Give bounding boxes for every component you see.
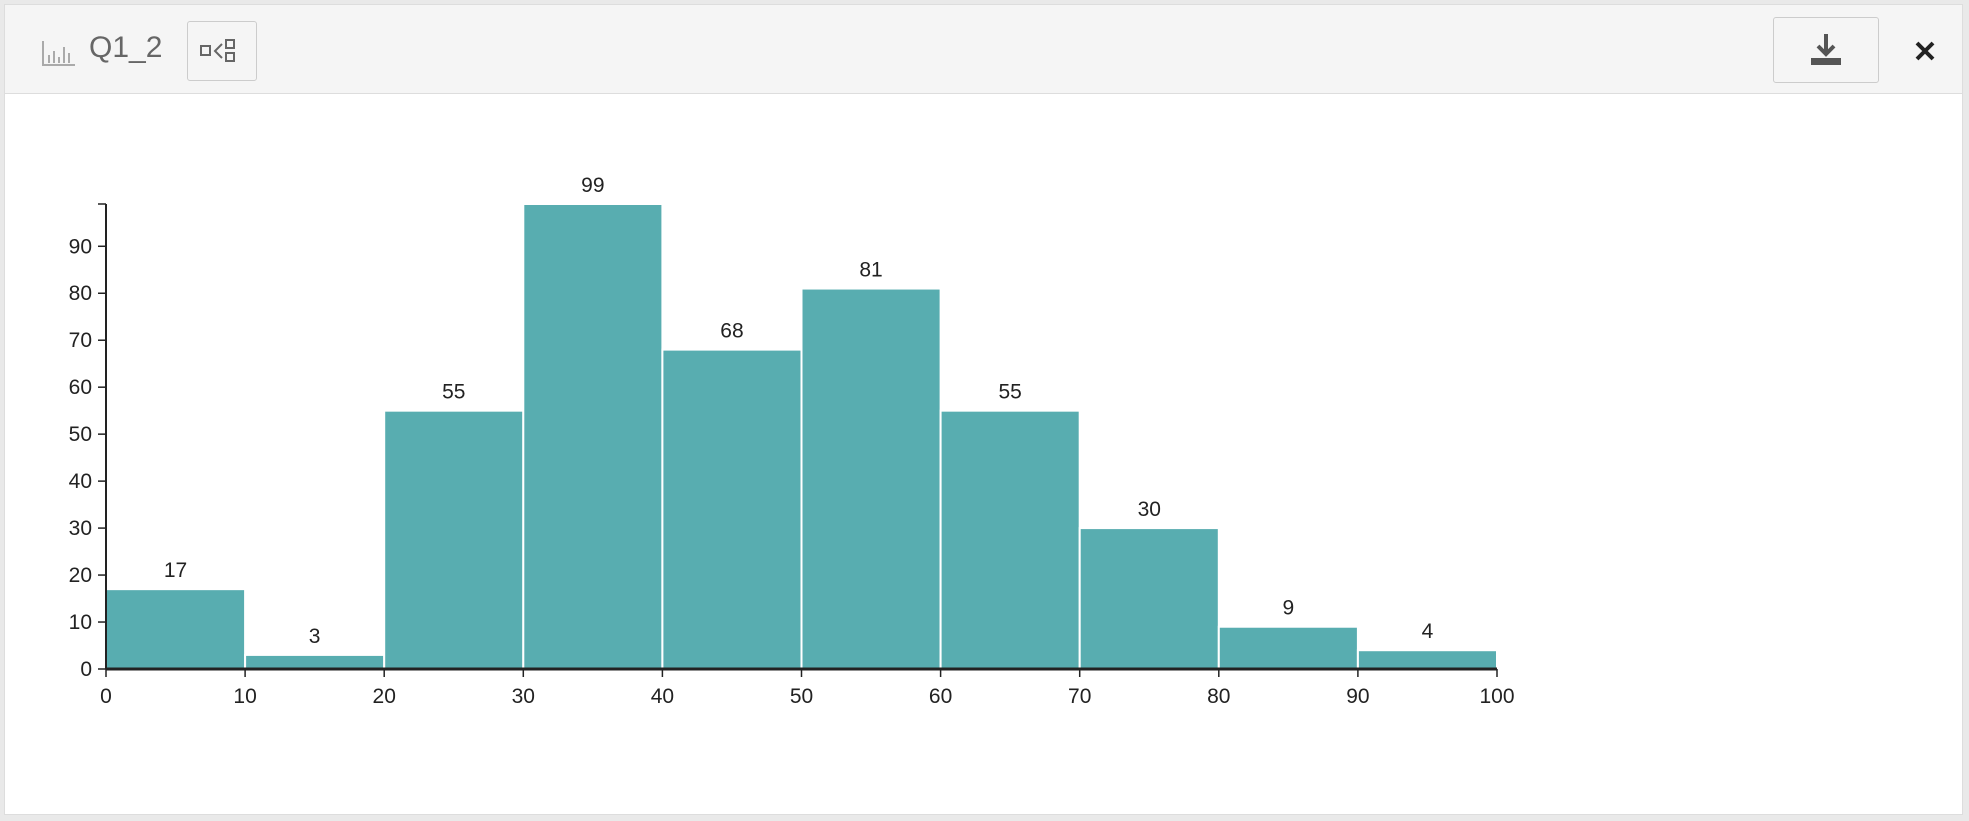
close-button[interactable] xyxy=(1913,39,1937,63)
bar xyxy=(105,588,247,670)
y-tick-label: 40 xyxy=(69,470,92,493)
bar xyxy=(939,409,1081,670)
bar xyxy=(661,348,803,670)
x-tick-label: 50 xyxy=(790,685,813,708)
value-label: 55 xyxy=(998,381,1021,404)
panel-header: Q1_2 xyxy=(5,5,1962,94)
bar xyxy=(1078,527,1220,670)
value-label: 55 xyxy=(442,381,465,404)
x-tick-label: 80 xyxy=(1207,685,1230,708)
chart-panel: Q1_2 17 3 55 99 68 81 55 30 9 4 0 10 20 30 40 50 60 70 80 9… xyxy=(4,4,1963,815)
value-label: 4 xyxy=(1422,620,1434,643)
value-label: 9 xyxy=(1283,597,1295,620)
bar xyxy=(522,203,664,670)
x-tick-label: 20 xyxy=(373,685,396,708)
y-tick-label: 30 xyxy=(69,517,92,540)
bar xyxy=(244,653,386,671)
x-tick-label: 100 xyxy=(1479,685,1514,708)
value-label: 17 xyxy=(164,559,187,582)
x-tick-label: 90 xyxy=(1346,685,1369,708)
value-label: 81 xyxy=(859,259,882,282)
download-icon xyxy=(1811,34,1841,65)
bar xyxy=(1217,625,1359,671)
chart-icon xyxy=(42,41,75,66)
x-tick-label: 70 xyxy=(1068,685,1091,708)
value-label: 30 xyxy=(1138,498,1161,521)
y-tick-label: 60 xyxy=(69,376,92,399)
value-label: 3 xyxy=(309,625,321,648)
y-tick-label: 80 xyxy=(69,282,92,305)
y-tick-label: 0 xyxy=(80,658,92,681)
bar xyxy=(1356,649,1499,670)
toggle-icon xyxy=(200,39,235,62)
x-tick-label: 0 xyxy=(100,685,112,708)
panel-title: Q1_2 xyxy=(89,31,163,64)
download-button[interactable] xyxy=(1773,17,1879,83)
toggle-button[interactable] xyxy=(187,21,257,81)
y-tick-label: 50 xyxy=(69,423,92,446)
bar xyxy=(383,409,525,670)
x-tick-label: 30 xyxy=(512,685,535,708)
x-tick-label: 60 xyxy=(929,685,952,708)
y-tick-label: 90 xyxy=(69,235,92,258)
value-label: 68 xyxy=(720,320,743,343)
y-tick-label: 10 xyxy=(69,611,92,634)
value-label: 99 xyxy=(581,174,604,197)
x-tick-label: 10 xyxy=(233,685,256,708)
x-tick-label: 40 xyxy=(651,685,674,708)
y-tick-label: 20 xyxy=(69,564,92,587)
bar xyxy=(800,287,942,670)
y-tick-label: 70 xyxy=(69,329,92,352)
